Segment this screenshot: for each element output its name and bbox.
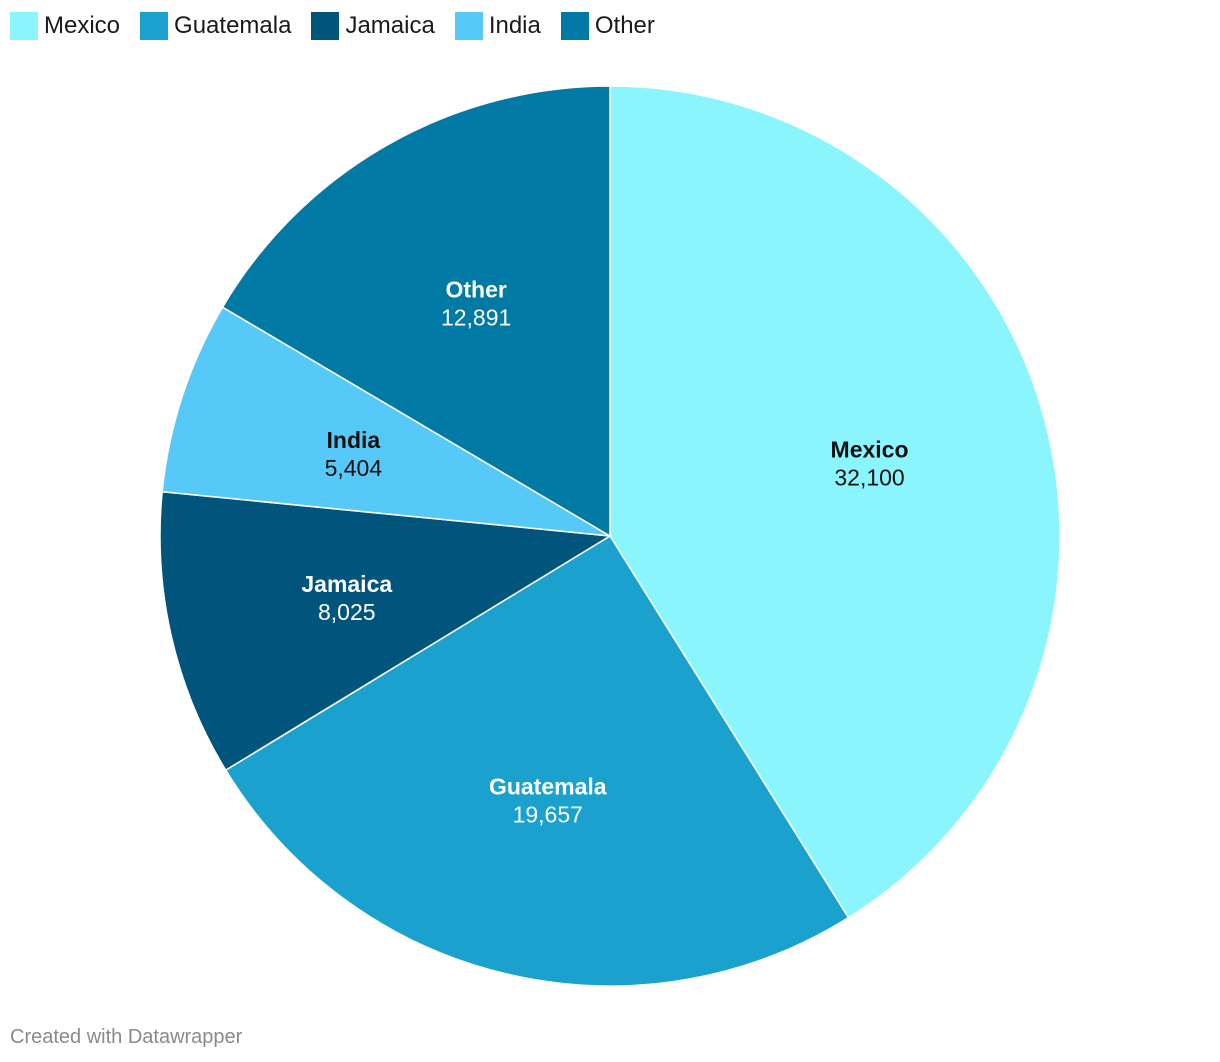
slice-value-india: 5,404 <box>325 455 383 481</box>
legend-item-guatemala: Guatemala <box>140 12 291 40</box>
legend-swatch-other <box>560 12 589 40</box>
pie-slice-india <box>161 306 611 537</box>
legend-label-guatemala: Guatemala <box>174 12 292 39</box>
legend-swatch-india <box>454 12 483 40</box>
legend-item-other: Other <box>560 12 655 40</box>
legend-item-jamaica: Jamaica <box>311 12 435 40</box>
slice-value-guatemala: 19,657 <box>513 802 583 828</box>
legend-item-india: India <box>454 12 541 40</box>
slice-label-jamaica: Jamaica <box>301 571 392 597</box>
legend-swatch-jamaica <box>311 12 340 40</box>
slice-value-mexico: 32,100 <box>834 465 904 491</box>
slice-value-jamaica: 8,025 <box>318 599 376 625</box>
pie-slice-mexico <box>609 85 1061 919</box>
legend-item-mexico: Mexico <box>10 12 120 40</box>
legend-label-jamaica: Jamaica <box>345 12 435 39</box>
pie-slice-jamaica <box>159 490 613 772</box>
legend-label-mexico: Mexico <box>44 12 121 39</box>
legend-label-india: India <box>488 12 541 39</box>
chart-legend: Mexico Guatemala Jamaica India Other <box>10 12 655 40</box>
slice-label-india: India <box>327 427 381 453</box>
datawrapper-credit: Created with Datawrapper <box>10 1026 243 1048</box>
legend-label-other: Other <box>594 12 655 39</box>
pie-slice-other <box>221 85 611 538</box>
slice-label-mexico: Mexico <box>831 437 909 463</box>
pie-slice-guatemala <box>224 534 850 987</box>
slice-label-guatemala: Guatemala <box>489 774 607 800</box>
slice-value-other: 12,891 <box>441 305 511 331</box>
legend-swatch-guatemala <box>140 12 169 40</box>
slice-label-other: Other <box>445 277 506 303</box>
legend-swatch-mexico <box>10 12 38 40</box>
